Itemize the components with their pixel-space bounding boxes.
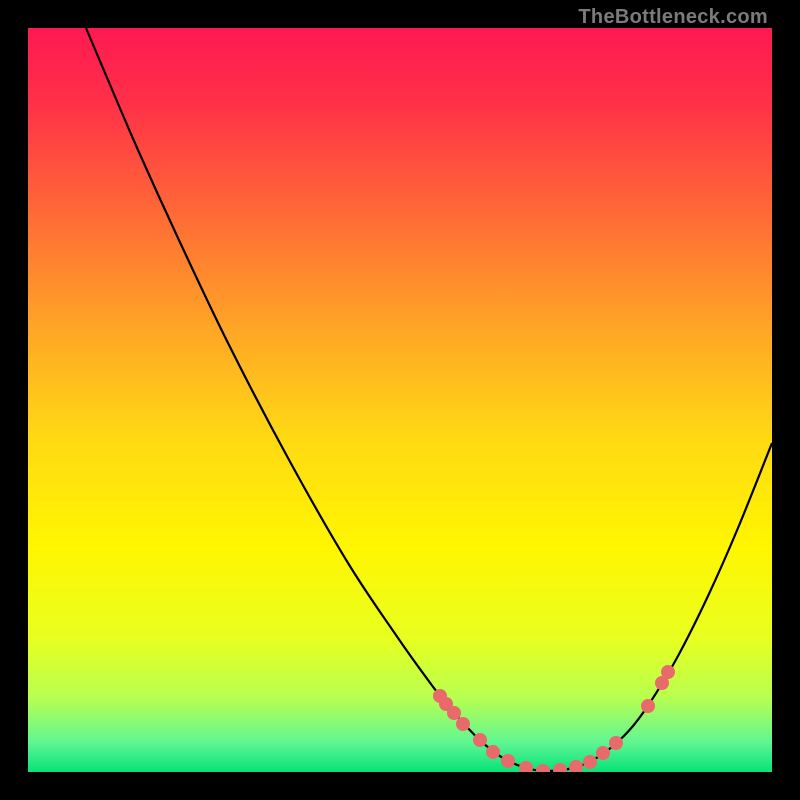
data-marker bbox=[486, 745, 500, 759]
bottleneck-curve bbox=[28, 28, 772, 772]
data-marker bbox=[519, 761, 533, 772]
data-marker bbox=[596, 746, 610, 760]
data-marker bbox=[501, 754, 515, 768]
watermark-text: TheBottleneck.com bbox=[578, 6, 768, 29]
plot-area bbox=[28, 28, 772, 772]
data-marker bbox=[553, 763, 567, 772]
data-marker bbox=[447, 706, 461, 720]
chart-container: TheBottleneck.com bbox=[0, 0, 800, 800]
data-marker bbox=[569, 760, 583, 772]
data-marker bbox=[473, 733, 487, 747]
data-marker bbox=[641, 699, 655, 713]
data-marker bbox=[609, 736, 623, 750]
data-marker bbox=[536, 764, 550, 772]
data-marker bbox=[661, 665, 675, 679]
data-marker bbox=[456, 717, 470, 731]
data-marker bbox=[583, 755, 597, 769]
